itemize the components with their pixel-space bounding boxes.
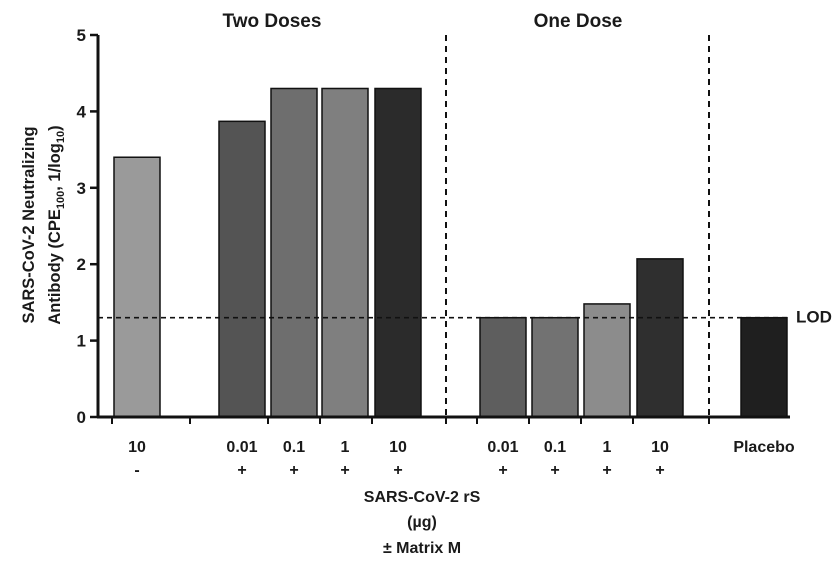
y-tick-label: 5 — [77, 26, 86, 45]
bar — [532, 318, 578, 417]
bars — [114, 88, 787, 417]
y-tick-label: 3 — [77, 179, 86, 198]
x-category-dose-label: 1 — [341, 439, 350, 456]
y-tick-label: 2 — [77, 255, 86, 274]
lod-label: LOD — [796, 308, 832, 327]
x-category-matrix-label: + — [340, 462, 349, 479]
y-tick-label: 4 — [77, 102, 87, 121]
bar — [219, 121, 265, 417]
y-axis-title-part: Antibody (CPE — [46, 209, 64, 325]
x-category-dose-label: 1 — [603, 439, 612, 456]
y-axis-title-subscript: 10 — [55, 131, 67, 143]
bar — [480, 318, 526, 417]
bar — [375, 88, 421, 417]
x-category-dose-label: 10 — [128, 439, 146, 456]
axes — [90, 35, 790, 424]
x-category-dose-label: 0.1 — [283, 439, 305, 456]
x-category-dose-label: 10 — [389, 439, 407, 456]
bar — [322, 88, 368, 417]
y-axis-title-part: , 1/log — [46, 143, 64, 191]
bar — [114, 157, 160, 417]
x-category-dose-label: 10 — [651, 439, 669, 456]
x-axis-title-line1: SARS-CoV-2 rS — [364, 489, 481, 506]
x-category-dose-label: 0.01 — [226, 439, 257, 456]
x-category-matrix-label: + — [655, 462, 664, 479]
y-axis-title-line1: SARS-CoV-2 Neutralizing — [20, 126, 38, 323]
y-tick-label: 0 — [77, 408, 86, 427]
x-category-matrix-label: + — [550, 462, 559, 479]
y-tick-label: 1 — [77, 332, 86, 351]
x-category-matrix-label: - — [134, 462, 139, 479]
x-category-dose-label: Placebo — [733, 439, 795, 456]
x-category-matrix-label: + — [498, 462, 507, 479]
group-title-one-dose: One Dose — [534, 11, 623, 32]
x-category-matrix-label: + — [289, 462, 298, 479]
axis-labels: 0 1 2 3 4 5 10 - 0.01 +0.1 +1 +10 +0.01 +0.1 +1 +10 + Pla… — [77, 26, 795, 479]
x-category-matrix-label: + — [393, 462, 402, 479]
y-axis-title-line2: Antibody (CPE100, 1/log10) — [46, 125, 67, 324]
bar — [584, 304, 630, 417]
x-category-matrix-label: + — [602, 462, 611, 479]
bar — [271, 88, 317, 417]
x-category-matrix-label: + — [237, 462, 246, 479]
bar — [741, 318, 787, 417]
x-category-dose-label: 0.1 — [544, 439, 566, 456]
x-axis-title-line2: (µg) — [407, 514, 437, 531]
group-title-two-doses: Two Doses — [223, 11, 322, 32]
x-category-dose-label: 0.01 — [487, 439, 518, 456]
y-axis-title-part: ) — [46, 125, 64, 131]
y-axis-title-subscript: 100 — [55, 191, 67, 209]
x-axis-title-line3: ± Matrix M — [383, 540, 461, 557]
bar — [637, 259, 683, 417]
reference-lines: LOD — [98, 35, 832, 417]
